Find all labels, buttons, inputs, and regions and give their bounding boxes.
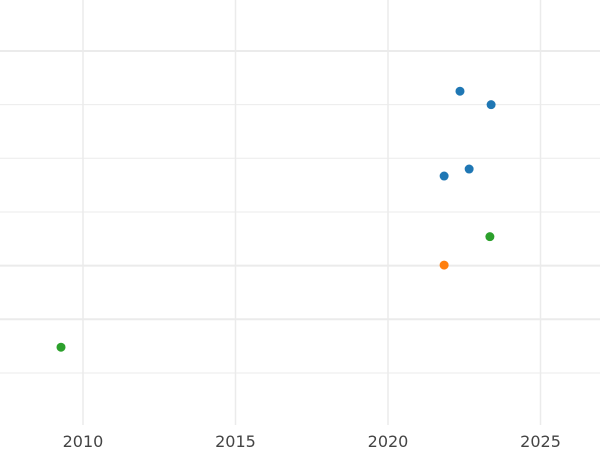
data-point — [455, 86, 465, 96]
x-tick-label: 2025 — [520, 432, 561, 450]
data-point — [464, 164, 474, 174]
x-axis-ticks: 2010 2015 2020 2025 — [63, 432, 561, 450]
data-point — [439, 171, 449, 181]
data-points — [56, 86, 496, 352]
gridlines — [0, 0, 600, 425]
data-point — [486, 100, 496, 110]
x-tick-label: 2020 — [368, 432, 409, 450]
data-point — [439, 260, 449, 270]
x-tick-label: 2010 — [63, 432, 104, 450]
x-tick-label: 2015 — [215, 432, 256, 450]
data-point — [56, 342, 66, 352]
data-point — [485, 232, 495, 242]
